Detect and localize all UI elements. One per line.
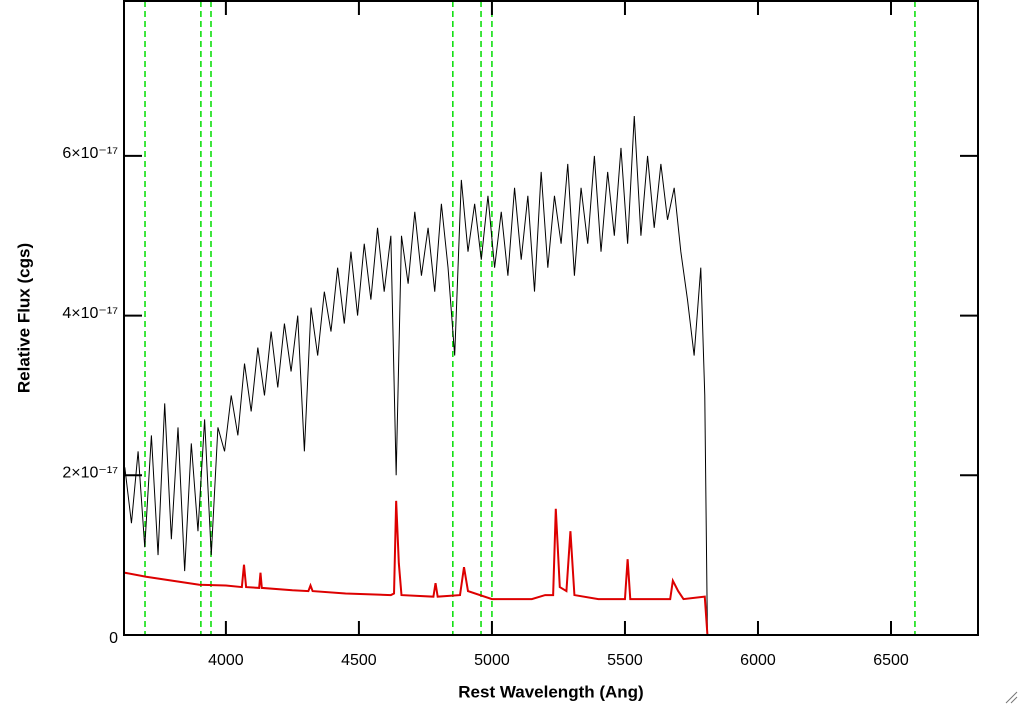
y-tick-label: 0 xyxy=(109,630,118,647)
x-tick-label: 5500 xyxy=(607,652,643,669)
spectrum-line xyxy=(124,500,978,636)
y-tick-label: 2×10⁻¹⁷ xyxy=(62,465,118,482)
y-axis-label: Relative Flux (cgs) xyxy=(14,243,33,393)
x-axis-label: Rest Wavelength (Ang) xyxy=(458,682,643,701)
resize-grip xyxy=(1005,691,1018,704)
plot-frame xyxy=(123,0,979,636)
x-tick-label: 4500 xyxy=(341,652,377,669)
y-tick-label: 4×10⁻¹⁷ xyxy=(62,305,118,322)
x-tick-label: 5000 xyxy=(474,652,510,669)
x-tick-label: 4000 xyxy=(208,652,244,669)
y-tick-label: 6×10⁻¹⁷ xyxy=(62,145,118,162)
x-tick-label: 6500 xyxy=(873,652,909,669)
spectrum-line xyxy=(124,115,708,636)
x-tick-label: 6000 xyxy=(740,652,776,669)
